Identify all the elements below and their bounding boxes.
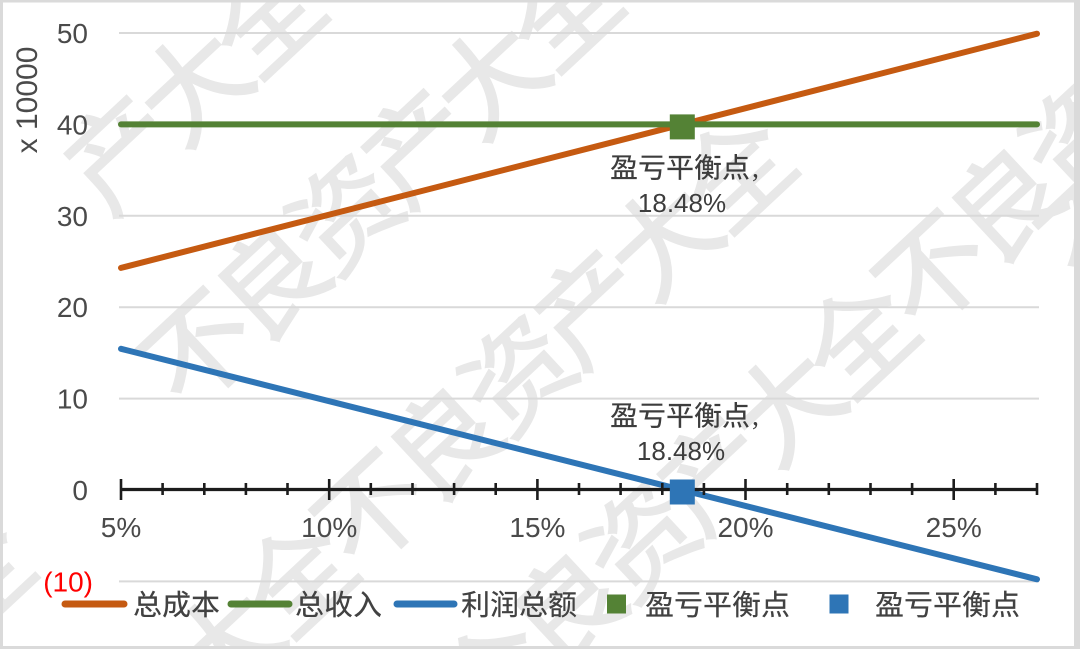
svg-text:10%: 10% — [301, 512, 357, 543]
svg-text:15%: 15% — [509, 512, 565, 543]
svg-text:x 10000: x 10000 — [11, 47, 44, 154]
svg-text:0: 0 — [72, 475, 88, 506]
svg-text:25%: 25% — [926, 512, 982, 543]
svg-text:18.48%: 18.48% — [637, 436, 725, 466]
svg-text:10: 10 — [57, 384, 88, 415]
svg-text:20: 20 — [57, 292, 88, 323]
svg-text:20%: 20% — [717, 512, 773, 543]
svg-text:18.48%: 18.48% — [638, 188, 726, 218]
svg-text:(10): (10) — [43, 566, 93, 597]
svg-text:40: 40 — [57, 109, 88, 140]
svg-text:50: 50 — [57, 18, 88, 49]
svg-text:30: 30 — [57, 201, 88, 232]
svg-text:,: , — [752, 401, 759, 432]
svg-text:,: , — [752, 153, 759, 184]
svg-text:5%: 5% — [101, 512, 141, 543]
